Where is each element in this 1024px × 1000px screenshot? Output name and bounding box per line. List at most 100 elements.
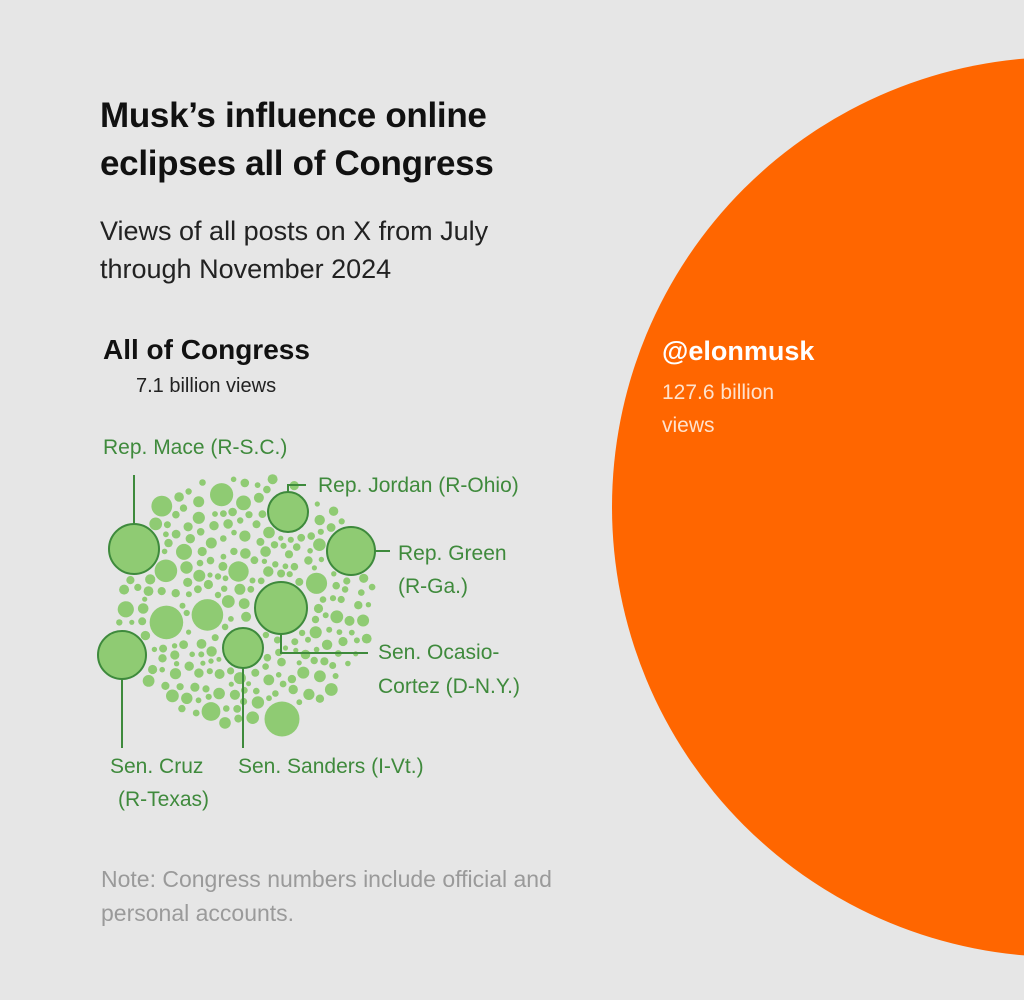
member-bubble <box>314 670 326 683</box>
member-bubble <box>277 657 286 667</box>
member-bubble <box>129 619 135 625</box>
member-bubble <box>287 674 297 684</box>
member-bubble <box>234 714 243 723</box>
member-bubble <box>163 531 169 538</box>
member-bubble <box>239 530 251 542</box>
member-bubble <box>214 591 222 599</box>
member-bubble <box>263 566 274 577</box>
member-bubble <box>284 550 294 559</box>
member-bubble <box>368 583 376 591</box>
member-bubble <box>277 569 286 578</box>
member-bubble <box>313 603 324 614</box>
member-bubble <box>251 668 260 677</box>
member-bubble <box>252 687 260 695</box>
member-bubble <box>250 556 259 565</box>
member-bubble <box>263 653 272 662</box>
member-bubble <box>286 571 293 578</box>
member-bubble <box>260 546 271 557</box>
member-bubble <box>151 646 158 653</box>
member-bubble <box>266 695 272 702</box>
member-bubble <box>209 521 219 531</box>
member-bubble <box>193 496 205 508</box>
member-bubble <box>213 687 225 700</box>
member-bubble <box>194 668 204 678</box>
member-bubble <box>321 639 333 650</box>
member-bubble <box>332 673 339 679</box>
member-bubble <box>179 602 186 609</box>
member-bubble <box>138 617 147 626</box>
member-bubble <box>231 529 237 536</box>
member-bubble <box>196 639 207 649</box>
member-bubble <box>186 629 192 635</box>
member-bubble <box>262 631 270 639</box>
member-bubble <box>300 649 311 660</box>
member-bubble <box>230 476 237 483</box>
member-bubble <box>197 546 207 557</box>
member-bubble <box>158 654 167 663</box>
member-bubble <box>206 556 215 565</box>
member-bubble <box>220 553 227 560</box>
member-bubble <box>344 615 355 626</box>
member-bubble <box>161 548 168 555</box>
member-bubble <box>296 660 302 666</box>
member-bubble <box>240 548 251 559</box>
member-bubble <box>234 583 246 595</box>
member-bubble <box>298 629 306 637</box>
member-bubble <box>205 537 217 549</box>
musk-value: 127.6 billion views <box>662 381 775 437</box>
member-bubble <box>221 623 229 631</box>
member-bubble <box>272 690 279 697</box>
member-bubble <box>142 675 155 687</box>
member-bubble <box>206 646 217 657</box>
member-bubble <box>313 646 320 653</box>
member-bubble <box>261 558 268 564</box>
member-bubble <box>249 577 256 584</box>
member-bubble <box>201 702 221 721</box>
member-bubble <box>117 601 134 618</box>
member-bubble <box>307 532 316 540</box>
member-bubble <box>163 521 171 529</box>
member-bubble <box>345 660 351 667</box>
member-bubble <box>202 685 210 693</box>
member-bubble <box>263 485 271 494</box>
callout-aoc-line2: Cortez (D-N.Y.) <box>378 675 520 698</box>
member-bubble <box>207 572 213 578</box>
member-bubble <box>314 514 325 526</box>
member-bubble <box>358 589 365 596</box>
member-bubble <box>246 681 252 687</box>
member-bubble <box>236 495 251 511</box>
member-bubble <box>353 637 360 644</box>
member-bubble <box>246 711 259 724</box>
callout-mace: Rep. Mace (R-S.C.) <box>103 436 288 459</box>
member-bubble <box>280 542 287 549</box>
member-bubble <box>227 667 235 675</box>
member-bubble <box>134 583 142 592</box>
member-bubble <box>179 640 189 649</box>
member-bubble <box>185 488 192 495</box>
member-bubble <box>315 694 325 703</box>
member-bubble <box>166 689 179 703</box>
member-bubble <box>229 689 240 700</box>
leader-aoc <box>280 634 368 654</box>
callout-leader-lines <box>121 475 390 748</box>
member-bubble <box>320 657 329 666</box>
member-bubble <box>116 619 123 626</box>
congress-member-bubbles <box>116 474 376 737</box>
member-bubble <box>151 495 173 517</box>
member-bubble <box>171 529 181 539</box>
member-bubble <box>233 672 246 685</box>
callout-jordan: Rep. Jordan (R-Ohio) <box>318 474 519 497</box>
member-bubble <box>214 669 225 679</box>
footnote: Note: Congress numbers include official … <box>101 866 552 926</box>
member-bubble <box>322 612 329 619</box>
member-bubble <box>279 680 287 688</box>
congress-value: 7.1 billion views <box>136 375 277 397</box>
member-bubble <box>253 492 264 503</box>
member-bubble <box>185 591 192 598</box>
member-bubble <box>297 533 306 542</box>
member-bubble <box>173 661 180 667</box>
member-bubble <box>178 704 186 713</box>
member-bubble <box>164 538 173 548</box>
member-bubble <box>329 595 337 602</box>
member-bubble <box>176 683 184 691</box>
